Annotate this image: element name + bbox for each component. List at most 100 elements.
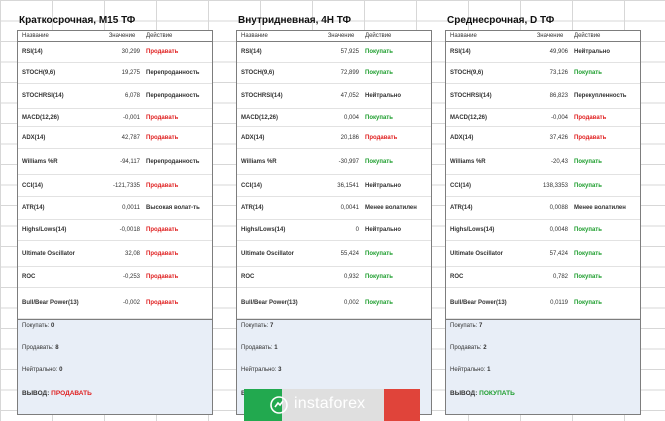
table-row: ADX(14) 20,186 Продавать xyxy=(237,127,431,149)
table-row: Bull/Bear Power(13) -0,002 Продавать xyxy=(18,288,212,319)
header-action: Действие xyxy=(574,33,601,39)
indicator-name: Highs/Lows(14) xyxy=(450,227,495,233)
indicator-action: Продавать xyxy=(574,134,607,141)
summary-neutral-label: Нейтрально: xyxy=(22,367,58,373)
indicator-name: RSI(14) xyxy=(241,49,262,55)
indicator-value: 0,0088 xyxy=(549,205,568,211)
indicator-action: Продавать xyxy=(574,114,607,121)
indicator-value: 0,002 xyxy=(343,300,359,306)
table-row: Ultimate Oscillator 57,424 Покупать xyxy=(446,241,640,267)
indicator-value: 37,426 xyxy=(549,134,568,141)
indicator-action: Продавать xyxy=(146,250,179,257)
header-value: Значение xyxy=(327,33,355,39)
indicator-value: 36,1541 xyxy=(337,182,359,189)
indicator-value: 0 xyxy=(355,227,359,233)
summary-buy-count: 7 xyxy=(270,323,274,329)
indicator-name: ATR(14) xyxy=(450,205,473,211)
indicator-name: MACD(12,26) xyxy=(241,114,279,121)
indicator-value: 47,052 xyxy=(340,93,359,99)
summary-section: Покупать: 7 Продавать: 2 Нейтрально: 1 ВЫВО… xyxy=(446,319,640,414)
header-name: Название xyxy=(450,33,477,39)
indicator-name: Williams %R xyxy=(241,158,277,165)
indicator-value: 0,782 xyxy=(552,274,568,280)
logo-mid-block xyxy=(282,389,384,421)
indicator-action: Покупать xyxy=(365,70,393,76)
indicator-panel-2: Внутридневная, 4H ТФ Название Значение Дейс… xyxy=(236,12,432,415)
indicator-name: RSI(14) xyxy=(22,49,43,55)
indicator-table: Название Значение Действие RSI(14) 57,925 Пок… xyxy=(236,30,432,415)
summary-buy-count: 0 xyxy=(51,323,55,329)
indicator-table: Название Значение Действие RSI(14) 30,299 Про… xyxy=(17,30,213,415)
table-row: ROC -0,253 Продавать xyxy=(18,267,212,288)
indicator-name: STOCHRSI(14) xyxy=(22,93,64,99)
summary-sell-count: 2 xyxy=(483,345,487,351)
summary-buy: Покупать: 7 xyxy=(450,323,482,329)
summary-neutral-count: 3 xyxy=(278,367,282,373)
indicator-action: Покупать xyxy=(365,250,393,257)
indicator-table: Название Значение Действие RSI(14) 49,906 Ней… xyxy=(445,30,641,415)
table-row: STOCH(9,6) 73,126 Покупать xyxy=(446,63,640,84)
indicator-action: Покупать xyxy=(574,158,602,165)
indicator-action: Нейтрально xyxy=(365,93,402,99)
indicator-name: STOCH(9,6) xyxy=(450,70,484,76)
indicator-name: Williams %R xyxy=(22,158,58,165)
indicator-name: STOCH(9,6) xyxy=(22,70,56,76)
table-row: STOCHRSI(14) 47,052 Нейтрально xyxy=(237,84,431,109)
table-row: Highs/Lows(14) 0,0048 Покупать xyxy=(446,220,640,241)
instaforex-logo-icon xyxy=(270,396,288,414)
table-row: Ultimate Oscillator 32,08 Продавать xyxy=(18,241,212,267)
indicator-value: 72,899 xyxy=(340,70,359,76)
table-row: ATR(14) 0,0011 Высокая волат-ть xyxy=(18,197,212,220)
indicator-value: -121,7335 xyxy=(112,182,140,189)
indicator-action: Покупать xyxy=(574,182,602,189)
header-value: Значение xyxy=(108,33,136,39)
table-row: Ultimate Oscillator 55,424 Покупать xyxy=(237,241,431,267)
indicator-action: Продавать xyxy=(146,182,179,189)
indicator-value: -0,0018 xyxy=(119,227,140,233)
indicator-name: Ultimate Oscillator xyxy=(241,250,295,257)
table-header: Название Значение Действие xyxy=(18,31,212,42)
indicator-panel-1: Краткосрочная, M15 ТФ Название Значение Дей… xyxy=(17,12,213,415)
table-row: STOCH(9,6) 72,899 Покупать xyxy=(237,63,431,84)
indicator-name: Highs/Lows(14) xyxy=(22,227,67,233)
table-row: MACD(12,26) 0,004 Покупать xyxy=(237,109,431,127)
header-name: Название xyxy=(22,33,49,39)
indicator-name: ADX(14) xyxy=(450,134,474,141)
indicator-value: 0,0119 xyxy=(550,300,568,306)
indicator-value: 0,932 xyxy=(343,274,359,280)
indicator-value: 55,424 xyxy=(340,250,359,257)
indicator-action: Продавать xyxy=(146,274,179,280)
table-row: ROC 0,782 Покупать xyxy=(446,267,640,288)
table-row: ADX(14) 42,787 Продавать xyxy=(18,127,212,149)
header-name: Название xyxy=(241,33,268,39)
indicator-action: Покупать xyxy=(574,250,602,257)
indicator-action: Покупать xyxy=(574,300,602,306)
table-row: Bull/Bear Power(13) 0,002 Покупать xyxy=(237,288,431,319)
indicator-value: 57,424 xyxy=(549,250,568,257)
indicator-value: -0,002 xyxy=(122,300,140,306)
summary-neutral-label: Нейтрально: xyxy=(450,367,486,373)
summary-sell-label: Продавать: xyxy=(22,345,54,351)
indicator-name: Highs/Lows(14) xyxy=(241,227,286,233)
indicator-value: 30,299 xyxy=(121,49,140,55)
indicator-panel-3: Среднесрочная, D ТФ Название Значение Дейст… xyxy=(445,12,641,415)
verdict-value: ПОКУПАТЬ xyxy=(479,390,515,397)
indicator-action: Покупать xyxy=(365,274,393,280)
summary-sell-count: 8 xyxy=(55,345,59,351)
indicator-value: 6,078 xyxy=(124,93,140,99)
indicator-action: Продавать xyxy=(146,134,179,141)
indicator-name: STOCHRSI(14) xyxy=(450,93,492,99)
table-header: Название Значение Действие xyxy=(237,31,431,42)
indicator-value: -0,001 xyxy=(122,114,140,121)
panel-title: Среднесрочная, D ТФ xyxy=(447,15,555,26)
indicator-name: ADX(14) xyxy=(241,134,265,141)
table-row: ATR(14) 0,0041 Менее волатилен xyxy=(237,197,431,220)
indicator-value: 42,787 xyxy=(121,134,140,141)
indicator-action: Покупать xyxy=(574,227,602,233)
table-row: ADX(14) 37,426 Продавать xyxy=(446,127,640,149)
indicator-value: -0,004 xyxy=(550,114,568,121)
table-row: MACD(12,26) -0,001 Продавать xyxy=(18,109,212,127)
indicator-name: CCI(14) xyxy=(22,182,44,189)
summary-neutral-count: 0 xyxy=(59,367,63,373)
indicator-name: ATR(14) xyxy=(22,205,45,211)
